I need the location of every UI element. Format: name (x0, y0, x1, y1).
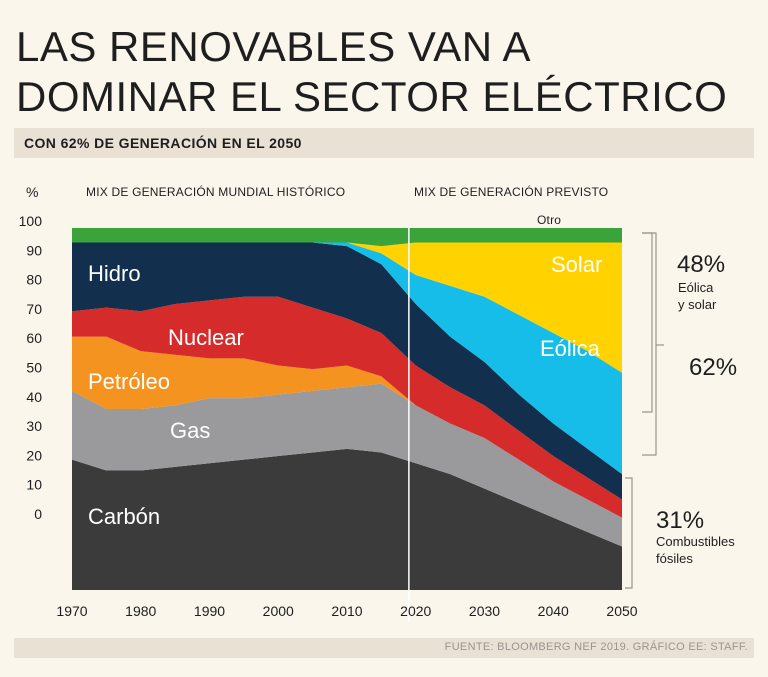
footer-bar: FUENTE: BLOOMBERG NEF 2019. GRÁFICO EE: … (14, 638, 754, 658)
area-solar (72, 242, 622, 373)
source-footer: FUENTE: BLOOMBERG NEF 2019. GRÁFICO EE: … (444, 641, 748, 653)
area-gas (72, 383, 622, 547)
title-line-2: DOMINAR EL SECTOR ELÉCTRICO (16, 73, 728, 120)
page-title: LAS RENOVABLES VAN A DOMINAR EL SECTOR E… (16, 22, 756, 122)
x-tick-1990: 1990 (194, 603, 225, 619)
area-otro (72, 228, 622, 247)
total-renewables-bracket (642, 232, 664, 456)
area-petróleo (72, 336, 622, 518)
area-carbón (72, 448, 622, 590)
title-line-1: LAS RENOVABLES VAN A (16, 23, 531, 70)
y-tick-60: 60 (26, 330, 42, 346)
chart-areas (72, 228, 622, 590)
y-tick-30: 30 (26, 418, 42, 434)
total-pct: 62% (689, 354, 737, 381)
subtitle: CON 62% DE GENERACIÓN EN EL 2050 (24, 135, 302, 151)
y-tick-90: 90 (26, 242, 42, 258)
label-gas: Gas (170, 418, 210, 443)
y-tick-80: 80 (26, 272, 42, 288)
renewables-bracket (642, 232, 653, 413)
x-tick-2020: 2020 (400, 603, 431, 619)
label-eolica: Eólica (540, 336, 601, 361)
y-tick-70: 70 (26, 301, 42, 317)
fossil-bracket (625, 477, 633, 589)
x-tick-1980: 1980 (125, 603, 156, 619)
fossil-label-1: Combustibles (656, 534, 735, 549)
section-historic-label: MIX DE GENERACIÓN MUNDIAL HISTÓRICO (86, 184, 345, 199)
fossil-label-2: fósiles (656, 551, 693, 566)
fossil-pct: 31% (656, 507, 704, 534)
x-tick-2040: 2040 (538, 603, 569, 619)
y-axis-unit: % (26, 184, 38, 200)
y-tick-0: 0 (34, 506, 42, 522)
x-tick-2000: 2000 (263, 603, 294, 619)
x-axis-ticks: 1970 1980 1990 2000 2010 2020 2030 2040 2050 (56, 603, 637, 619)
label-carbon: Carbón (88, 504, 160, 529)
renewables-pct: 48% (677, 251, 725, 278)
label-solar: Solar (551, 252, 602, 277)
label-hidro: Hidro (88, 261, 141, 286)
section-forecast-label: MIX DE GENERACIÓN PREVISTO (414, 184, 608, 199)
y-tick-40: 40 (26, 389, 42, 405)
x-tick-2030: 2030 (469, 603, 500, 619)
otro-label: Otro (537, 213, 561, 227)
area-nuclear (72, 296, 622, 518)
label-nuclear: Nuclear (168, 325, 244, 350)
subtitle-bar: CON 62% DE GENERACIÓN EN EL 2050 (14, 128, 754, 158)
renewables-label-2: y solar (678, 297, 717, 312)
x-tick-1970: 1970 (56, 603, 87, 619)
x-tick-2050: 2050 (606, 603, 637, 619)
label-petroleo: Petróleo (88, 369, 170, 394)
area-eólica (72, 242, 622, 475)
y-tick-50: 50 (26, 360, 42, 376)
renewables-label-1: Eólica (678, 280, 714, 295)
y-tick-10: 10 (26, 477, 42, 493)
x-tick-2010: 2010 (331, 603, 362, 619)
y-tick-20: 20 (26, 447, 42, 463)
area-hidro (72, 242, 622, 500)
y-tick-100: 100 (19, 213, 43, 229)
